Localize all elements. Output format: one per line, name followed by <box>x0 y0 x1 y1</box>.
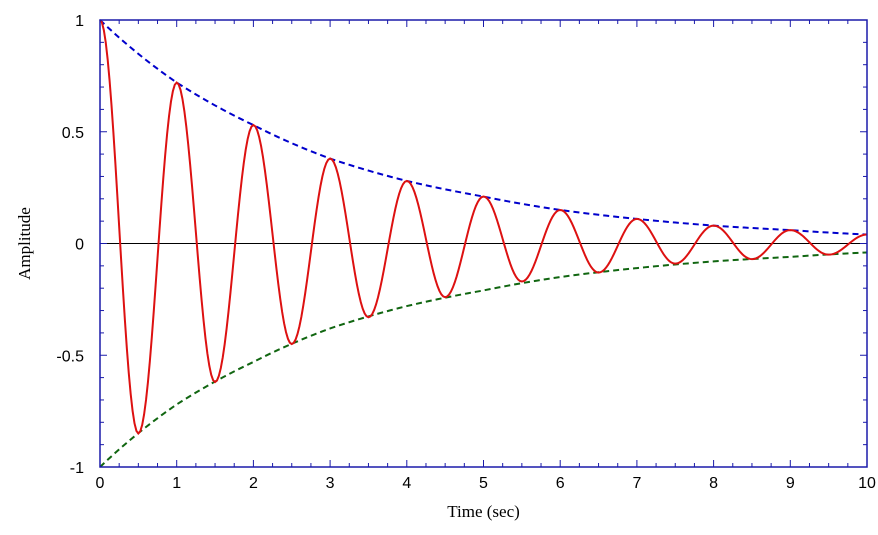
x-tick-label: 5 <box>479 475 488 492</box>
envelope-line <box>99 19 868 236</box>
x-tick-label: 9 <box>786 475 795 492</box>
x-tick-label: 7 <box>632 475 641 492</box>
x-tick-label: 0 <box>96 475 105 492</box>
y-tick-label: -0.5 <box>56 348 84 365</box>
y-tick-label: 1 <box>75 13 84 30</box>
x-tick-label: 4 <box>402 475 411 492</box>
x-tick-label: 3 <box>326 475 335 492</box>
x-tick-label: 10 <box>858 475 876 492</box>
x-tick-label: 1 <box>172 475 181 492</box>
x-tick-label: 8 <box>709 475 718 492</box>
y-tick-label: -1 <box>70 460 84 477</box>
x-tick-label: 6 <box>556 475 565 492</box>
y-tick-labels: -1 -0.5 0 0.5 1 <box>56 13 84 477</box>
plot-frame <box>99 19 868 468</box>
x-axis-title: Time (sec) <box>447 502 520 521</box>
y-tick-label: 0.5 <box>62 125 84 142</box>
y-axis-title: Amplitude <box>15 207 34 280</box>
envelope-line <box>99 251 868 468</box>
series-line <box>99 19 868 436</box>
x-tick-label: 2 <box>249 475 258 492</box>
y-tick-label: 0 <box>75 237 84 254</box>
x-tick-labels: 0 1 2 3 4 5 6 7 8 9 10 <box>96 475 876 492</box>
series-layer <box>99 19 868 468</box>
